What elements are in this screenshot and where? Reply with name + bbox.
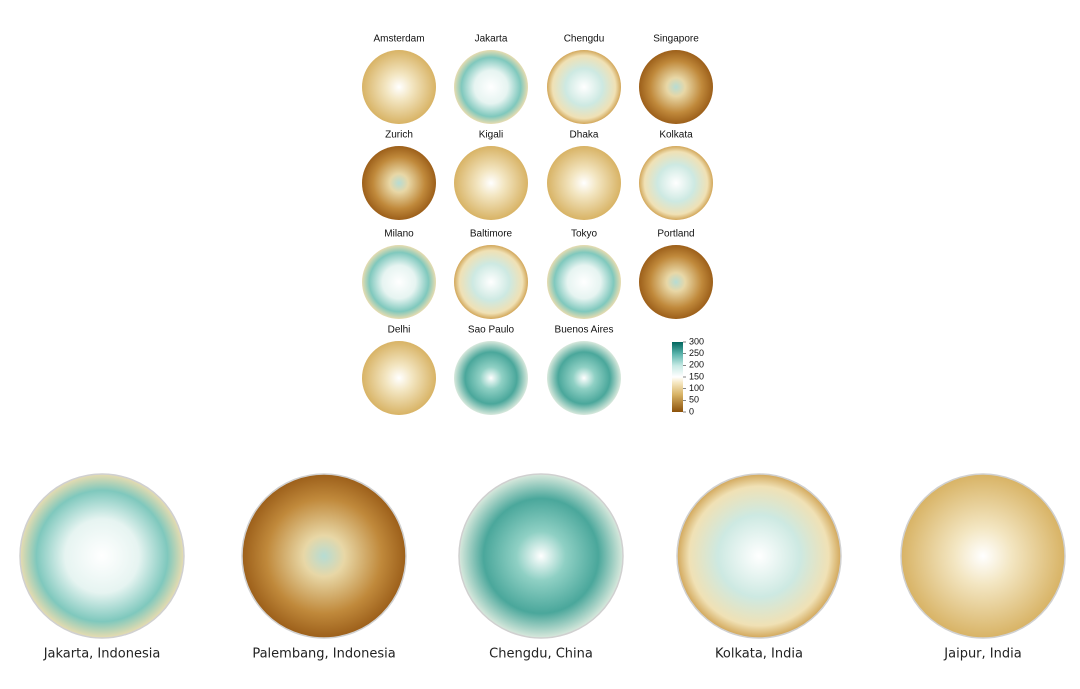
colorbar-tick-label: 150	[689, 371, 704, 381]
detail-map	[241, 473, 407, 639]
city-label: Milano	[384, 229, 414, 240]
city-map	[547, 245, 621, 319]
city-label: Singapore	[653, 34, 699, 45]
colorbar-tick-label: 200	[689, 360, 704, 370]
detail-map	[900, 473, 1066, 639]
city-map	[362, 245, 436, 319]
city-label: Kigali	[479, 130, 503, 141]
detail-label: Kolkata, India	[715, 647, 803, 662]
city-map	[547, 50, 621, 124]
city-label: Amsterdam	[373, 34, 424, 45]
detail-label: Chengdu, China	[489, 647, 593, 662]
city-label: Buenos Aires	[555, 325, 614, 336]
city-label: Zurich	[385, 130, 413, 141]
city-label: Sao Paulo	[468, 325, 515, 336]
colorbar-tick-label: 250	[689, 348, 704, 358]
city-map	[362, 146, 436, 220]
colorbar	[672, 342, 683, 412]
colorbar-tick-label: 300	[689, 336, 704, 346]
city-map	[454, 146, 528, 220]
city-map	[454, 245, 528, 319]
city-map	[639, 50, 713, 124]
city-label: Dhaka	[570, 130, 599, 141]
city-label: Delhi	[388, 325, 411, 336]
colorbar-tick-label: 100	[689, 383, 704, 393]
city-label: Baltimore	[470, 229, 513, 240]
city-map	[454, 50, 528, 124]
city-map	[362, 341, 436, 415]
detail-label: Palembang, Indonesia	[252, 647, 395, 662]
city-label: Tokyo	[571, 229, 598, 240]
city-label: Kolkata	[659, 130, 693, 141]
city-map	[547, 146, 621, 220]
detail-label: Jakarta, Indonesia	[43, 647, 161, 662]
detail-map	[676, 473, 842, 639]
city-map	[454, 341, 528, 415]
detail-label: Jaipur, India	[943, 647, 1021, 662]
city-label: Portland	[657, 229, 694, 240]
city-map	[362, 50, 436, 124]
city-map	[547, 341, 621, 415]
detail-map	[19, 473, 185, 639]
colorbar-tick-label: 0	[689, 406, 694, 416]
city-map	[639, 146, 713, 220]
city-label: Chengdu	[564, 34, 605, 45]
detail-map	[458, 473, 624, 639]
city-label: Jakarta	[475, 34, 508, 45]
city-map	[639, 245, 713, 319]
colorbar-tick-label: 50	[689, 395, 699, 405]
